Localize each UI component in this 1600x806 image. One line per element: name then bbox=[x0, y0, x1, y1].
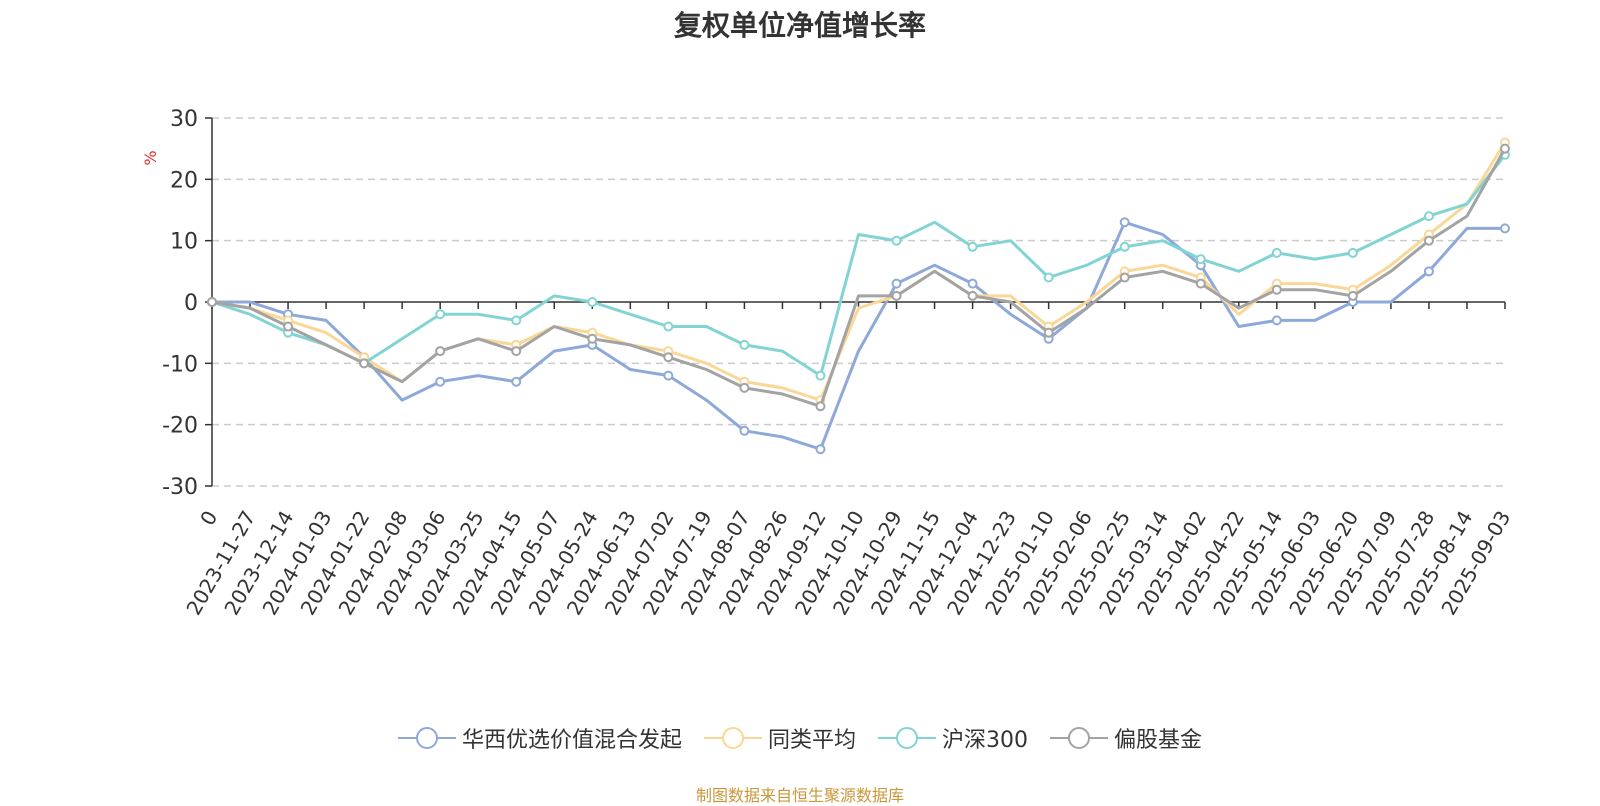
legend-marker-icon bbox=[397, 726, 456, 750]
series-line-0 bbox=[212, 220, 1505, 451]
legend-marker-icon bbox=[878, 726, 936, 750]
data-point bbox=[1423, 211, 1434, 222]
legend-marker-icon bbox=[703, 726, 762, 750]
data-point bbox=[1347, 247, 1358, 258]
data-point bbox=[587, 297, 598, 307]
data-point bbox=[1119, 241, 1130, 252]
data-point bbox=[1119, 272, 1130, 283]
data-point bbox=[967, 278, 978, 289]
series-line-1 bbox=[211, 141, 1507, 402]
legend-marker-icon bbox=[1050, 726, 1108, 750]
chart-title: 复权单位净值增长率 bbox=[673, 9, 926, 42]
data-point bbox=[1500, 223, 1510, 234]
y-tick-label: 30 bbox=[170, 107, 198, 132]
legend-item-1[interactable]: 同类平均 bbox=[703, 722, 856, 754]
data-point bbox=[1347, 290, 1358, 301]
data-point bbox=[663, 321, 674, 332]
data-point bbox=[511, 315, 522, 326]
legend-label: 同类平均 bbox=[767, 728, 856, 753]
data-point bbox=[435, 376, 446, 387]
data-point bbox=[511, 346, 522, 357]
legend-item-3[interactable]: 偏股基金 bbox=[1050, 722, 1202, 754]
data-point bbox=[1195, 254, 1206, 265]
data-point bbox=[815, 370, 826, 381]
legend-item-2[interactable]: 沪深300 bbox=[878, 722, 1028, 754]
data-point bbox=[815, 444, 826, 455]
data-point bbox=[511, 376, 522, 387]
data-point bbox=[967, 241, 978, 252]
data-point bbox=[891, 290, 902, 301]
legend-label: 偏股基金 bbox=[1114, 728, 1203, 753]
data-point bbox=[1195, 278, 1206, 289]
data-point bbox=[1271, 315, 1282, 326]
data-point bbox=[1271, 247, 1282, 258]
series-layer bbox=[207, 137, 1510, 455]
series-line-2 bbox=[211, 153, 1507, 378]
data-point bbox=[891, 278, 902, 289]
legend-label: 沪深300 bbox=[942, 728, 1028, 753]
data-point bbox=[739, 425, 750, 436]
data-point bbox=[1271, 284, 1282, 295]
data-point bbox=[967, 290, 978, 301]
x-tick-label: 0 bbox=[195, 507, 222, 530]
data-point bbox=[359, 358, 370, 369]
legend-label: 华西优选价值混合发起 bbox=[461, 728, 682, 753]
data-point bbox=[587, 333, 598, 344]
y-axis-label: % bbox=[141, 150, 160, 165]
series-line-3 bbox=[211, 147, 1507, 408]
data-point bbox=[435, 309, 446, 320]
y-tick-label: 20 bbox=[170, 168, 198, 193]
data-point bbox=[1423, 266, 1434, 277]
y-tick-label: -30 bbox=[162, 475, 198, 500]
data-point bbox=[1119, 217, 1130, 228]
y-tick-label: 0 bbox=[184, 291, 198, 316]
source-note: 制图数据来自恒生聚源数据库 bbox=[695, 786, 904, 805]
data-point bbox=[663, 370, 674, 381]
legend: 华西优选价值混合发起 同类平均 沪深300 偏股基金 bbox=[0, 722, 1600, 754]
data-point bbox=[739, 382, 750, 393]
y-tick-label: -10 bbox=[162, 352, 198, 377]
data-point bbox=[1500, 143, 1510, 154]
y-tick-label: -20 bbox=[162, 414, 198, 439]
y-tick-label: 10 bbox=[170, 230, 198, 255]
data-point bbox=[891, 235, 902, 246]
data-point bbox=[1423, 235, 1434, 246]
data-point bbox=[1043, 327, 1054, 338]
data-point bbox=[1043, 272, 1054, 283]
line-chart: 3020100-10-20-30%02023-11-272023-12-1420… bbox=[141, 107, 1515, 619]
data-point bbox=[739, 339, 750, 350]
data-point bbox=[435, 346, 446, 357]
legend-item-0[interactable]: 华西优选价值混合发起 bbox=[397, 722, 682, 754]
data-point bbox=[663, 352, 674, 363]
data-point bbox=[207, 297, 217, 307]
data-point bbox=[283, 321, 294, 332]
data-point bbox=[815, 401, 826, 412]
